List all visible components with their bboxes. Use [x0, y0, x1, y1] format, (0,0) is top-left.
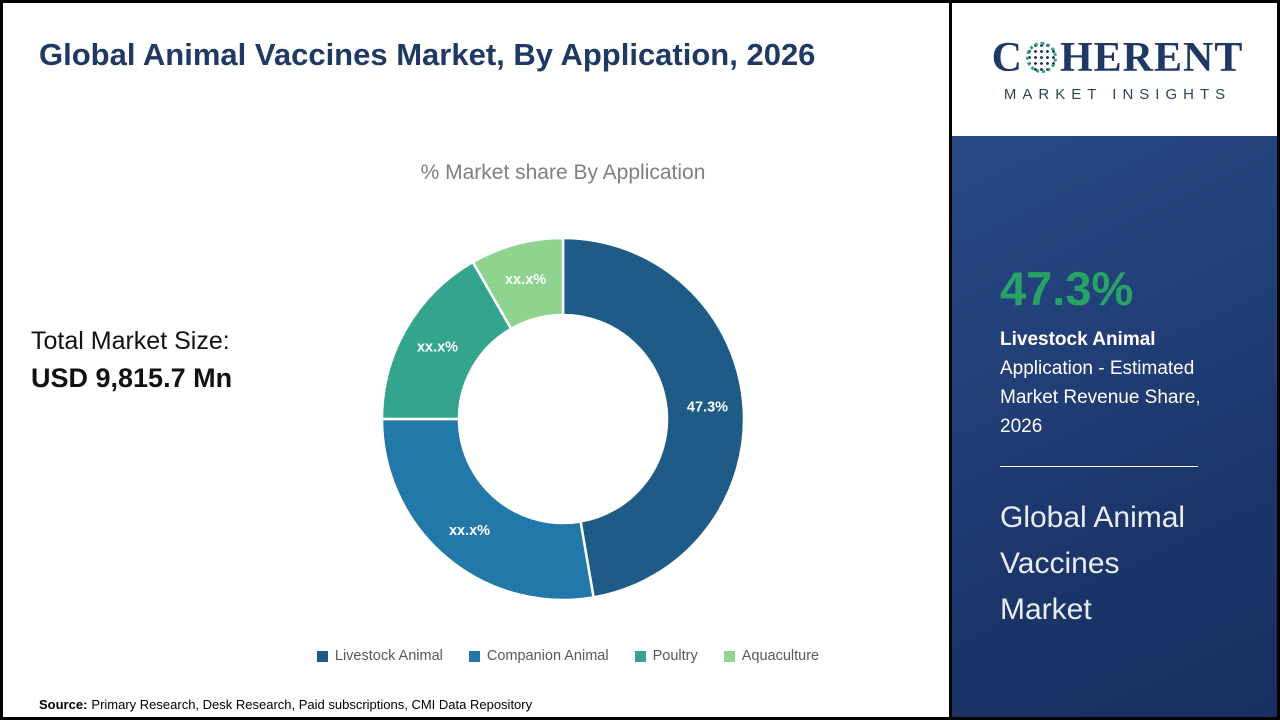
- legend-swatch: [634, 650, 646, 662]
- legend-swatch: [723, 650, 735, 662]
- globe-icon: [1025, 42, 1057, 73]
- legend-label: Companion Animal: [486, 648, 609, 664]
- sidebar-market-name: Global Animal Vaccines Market: [1000, 501, 1186, 626]
- page-title: Global Animal Vaccines Market, By Applic…: [39, 37, 816, 72]
- legend-label: Livestock Animal: [334, 648, 443, 664]
- source-text: Primary Research, Desk Research, Paid su…: [91, 697, 533, 712]
- sidebar-divider: [1000, 466, 1198, 467]
- slice-label-0: 47.3%: [687, 400, 728, 416]
- legend-label: Poultry: [652, 648, 698, 664]
- slice-label-1: xx.x%: [449, 523, 490, 539]
- logo-wordmark: C HERENT: [992, 37, 1244, 79]
- donut-chart: 47.3% xx.x% xx.x% xx.x%: [380, 236, 746, 602]
- legend-item: Aquaculture: [723, 648, 820, 664]
- legend-item: Companion Animal: [468, 648, 609, 664]
- logo-text-rest: HERENT: [1059, 34, 1244, 81]
- donut-slice-0: [561, 236, 746, 599]
- donut-slice-1: [380, 417, 596, 602]
- slice-label-3: xx.x%: [505, 272, 546, 288]
- chart-title: % Market share By Application: [420, 161, 706, 184]
- legend-swatch: [468, 650, 480, 662]
- sidebar-panel: C HERENT MARKET INSIGHTS 47.3% Livestock…: [949, 3, 1277, 717]
- highlight-stat-segment: Livestock Animal: [1000, 329, 1156, 350]
- logo-tagline: MARKET INSIGHTS: [1003, 85, 1232, 103]
- highlight-stat-detail: Application - Estimated Market Revenue S…: [1000, 358, 1201, 437]
- source-line: Source: Primary Research, Desk Research, …: [39, 697, 532, 712]
- slice-label-2: xx.x%: [417, 339, 458, 355]
- logo-text-c: C: [991, 34, 1023, 81]
- donut-slice-3: [471, 236, 565, 331]
- legend-item: Poultry: [634, 648, 698, 664]
- legend-item: Livestock Animal: [316, 648, 443, 664]
- legend-swatch: [316, 650, 328, 662]
- chart-legend: Livestock Animal Companion Animal Poultry A…: [218, 648, 918, 664]
- highlight-stat-value: 47.3%: [1000, 262, 1134, 315]
- source-label: Source:: [39, 697, 88, 712]
- total-market-size-label: Total Market Size:: [31, 327, 230, 355]
- highlight-stat-description: Livestock Animal Application - Estimated…: [1000, 325, 1238, 441]
- coherent-logo: C HERENT MARKET INSIGHTS: [952, 3, 1277, 136]
- total-market-size-value: USD 9,815.7 Mn: [31, 363, 233, 393]
- legend-label: Aquaculture: [741, 648, 820, 664]
